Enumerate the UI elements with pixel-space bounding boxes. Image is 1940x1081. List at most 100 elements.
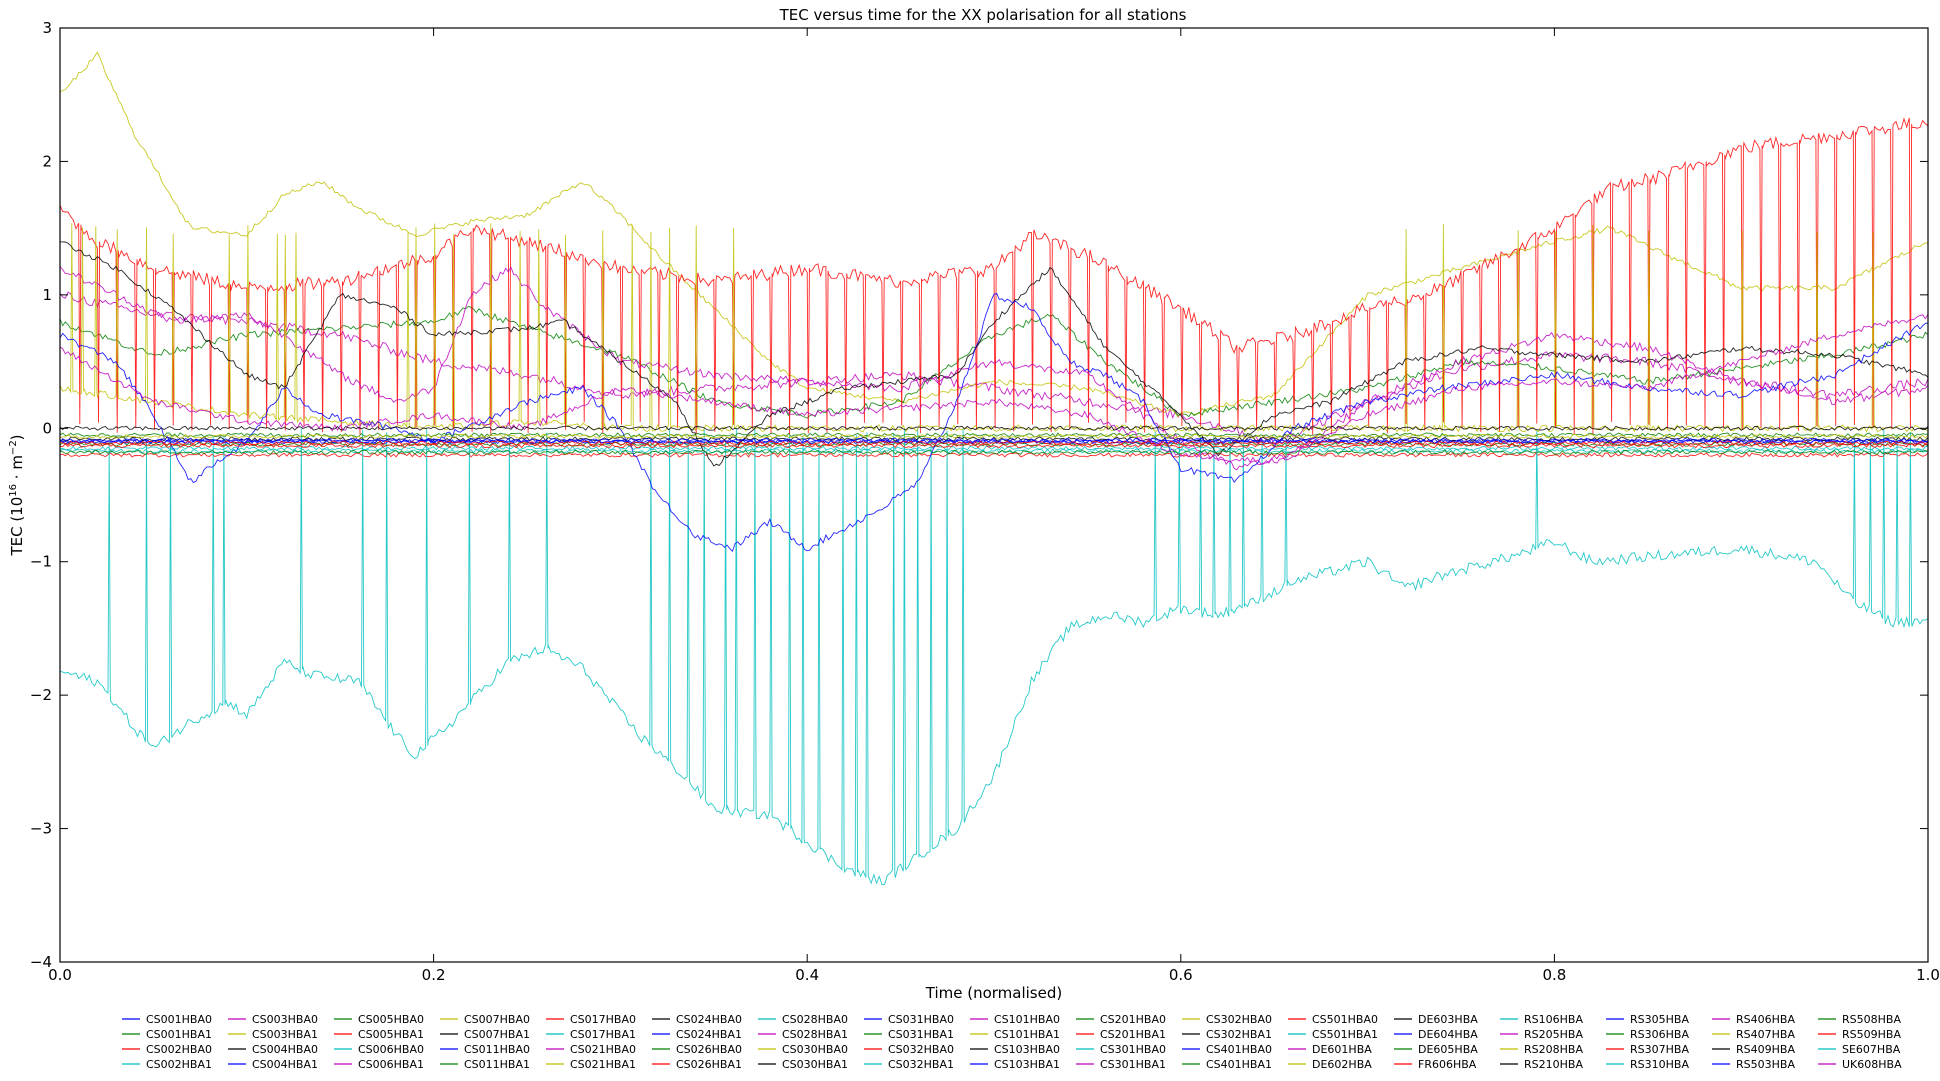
series-line: [60, 313, 1928, 465]
y-label-unit: · m: [8, 455, 26, 484]
legend-entry: RS307HBA: [1630, 1043, 1689, 1056]
series-line: [60, 442, 1928, 449]
legend-entry: CS032HBA1: [888, 1058, 954, 1071]
legend-entry: CS002HBA0: [146, 1043, 212, 1056]
y-label-exp: 16: [8, 484, 19, 497]
legend-entry: CS301HBA0: [1100, 1043, 1166, 1056]
x-tick-label: 0.4: [795, 966, 819, 984]
legend-entry: RS210HBA: [1524, 1058, 1583, 1071]
legend-entry: RS208HBA: [1524, 1043, 1583, 1056]
legend-entry: CS501HBA1: [1312, 1028, 1378, 1041]
legend-entry: CS028HBA1: [782, 1028, 848, 1041]
plot-frame: [59, 27, 1929, 963]
legend-entry: CS017HBA1: [570, 1028, 636, 1041]
legend-entry: CS030HBA1: [782, 1058, 848, 1071]
y-label-prefix: TEC (10: [8, 497, 26, 557]
legend-entry: RS310HBA: [1630, 1058, 1689, 1071]
legend-entry: CS001HBA0: [146, 1013, 212, 1026]
series-line: [60, 292, 1928, 553]
legend-entry: RS406HBA: [1736, 1013, 1795, 1026]
series-line: [60, 437, 1928, 443]
legend-entry: RS509HBA: [1842, 1028, 1901, 1041]
y-tick-label: 2: [42, 152, 52, 170]
x-tick-label: 0.0: [48, 966, 72, 984]
series-line: [60, 291, 1928, 446]
legend-entry: CS011HBA1: [464, 1058, 530, 1071]
series-line: [60, 425, 1928, 432]
legend-entry: CS024HBA0: [676, 1013, 742, 1026]
series-line: [60, 448, 1928, 454]
y-tick-label: 3: [42, 19, 52, 37]
y-label-unit-exp: −2: [8, 440, 19, 455]
y-tick-label: −2: [30, 686, 52, 704]
y-tick-label: 1: [42, 286, 52, 304]
legend-entry: RS409HBA: [1736, 1043, 1795, 1056]
legend-entry: CS011HBA0: [464, 1043, 530, 1056]
series-line: [60, 51, 1928, 418]
legend-entry: CS028HBA0: [782, 1013, 848, 1026]
legend-entry: CS003HBA0: [252, 1013, 318, 1026]
y-tick-label: −1: [30, 553, 52, 571]
legend-entry: CS007HBA1: [464, 1028, 530, 1041]
legend-entry: CS002HBA1: [146, 1058, 212, 1071]
legend-entry: DE603HBA: [1418, 1013, 1478, 1026]
series-line: [60, 433, 1928, 439]
legend-entry: RS508HBA: [1842, 1013, 1901, 1026]
legend-entry: RS305HBA: [1630, 1013, 1689, 1026]
legend-entry: CS003HBA1: [252, 1028, 318, 1041]
legend-entry: SE607HBA: [1842, 1043, 1901, 1056]
legend-entry: CS301HBA1: [1100, 1058, 1166, 1071]
legend-entry: CS024HBA1: [676, 1028, 742, 1041]
legend-entry: CS101HBA1: [994, 1028, 1060, 1041]
legend-entry: CS401HBA0: [1206, 1043, 1272, 1056]
x-tick-label: 0.2: [422, 966, 446, 984]
legend-entry: CS005HBA1: [358, 1028, 424, 1041]
x-tick-label: 1.0: [1916, 966, 1940, 984]
series-line: [60, 305, 1928, 419]
series-line: [60, 223, 1928, 433]
legend-entry: CS201HBA1: [1100, 1028, 1166, 1041]
legend: CS001HBA0 CS001HBA1 CS002HBA0 CS002HBA1 CS00…: [122, 1013, 1902, 1071]
legend-entry: CS302HBA1: [1206, 1028, 1272, 1041]
x-axis-label: Time (normalised): [925, 984, 1062, 1002]
legend-entry: CS302HBA0: [1206, 1013, 1272, 1026]
legend-entry: FR606HBA: [1418, 1058, 1477, 1071]
legend-entry: RS306HBA: [1630, 1028, 1689, 1041]
legend-entry: DE602HBA: [1312, 1058, 1372, 1071]
x-axis: 0.0 0.2 0.4 0.6 0.8 1.0: [48, 28, 1940, 984]
legend-entry: DE601HBA: [1312, 1043, 1372, 1056]
legend-entry: CS501HBA0: [1312, 1013, 1378, 1026]
series-line: [60, 432, 1928, 438]
legend-entry: CS026HBA1: [676, 1058, 742, 1071]
legend-entry: CS201HBA0: [1100, 1013, 1166, 1026]
legend-entry: DE604HBA: [1418, 1028, 1478, 1041]
legend-entry: CS031HBA1: [888, 1028, 954, 1041]
legend-entry: CS103HBA1: [994, 1058, 1060, 1071]
legend-entry: CS007HBA0: [464, 1013, 530, 1026]
legend-entry: RS503HBA: [1736, 1058, 1795, 1071]
legend-entry: CS006HBA1: [358, 1058, 424, 1071]
y-axis: −4 −3 −2 −1 0 1 2 3: [30, 19, 1928, 971]
legend-entry: CS030HBA0: [782, 1043, 848, 1056]
series-line: [60, 428, 1928, 885]
legend-entry: CS006HBA0: [358, 1043, 424, 1056]
legend-entry: RS205HBA: [1524, 1028, 1583, 1041]
y-label-suffix: ): [8, 434, 26, 440]
series-line: [60, 117, 1928, 435]
legend-entry: DE605HBA: [1418, 1043, 1478, 1056]
legend-entry: RS106HBA: [1524, 1013, 1583, 1026]
legend-entry: CS017HBA0: [570, 1013, 636, 1026]
y-tick-label: −3: [30, 820, 52, 838]
series-line: [60, 440, 1928, 446]
series-line: [60, 449, 1928, 455]
y-tick-label: 0: [42, 419, 52, 437]
series-line: [60, 241, 1928, 467]
legend-entry: RS407HBA: [1736, 1028, 1795, 1041]
y-tick-label: −4: [30, 953, 52, 971]
series-line: [60, 445, 1928, 452]
y-axis-label: TEC (1016 · m−2): [8, 434, 26, 556]
legend-entry: CS101HBA0: [994, 1013, 1060, 1026]
legend-entry: CS004HBA1: [252, 1058, 318, 1071]
legend-entry: CS005HBA0: [358, 1013, 424, 1026]
